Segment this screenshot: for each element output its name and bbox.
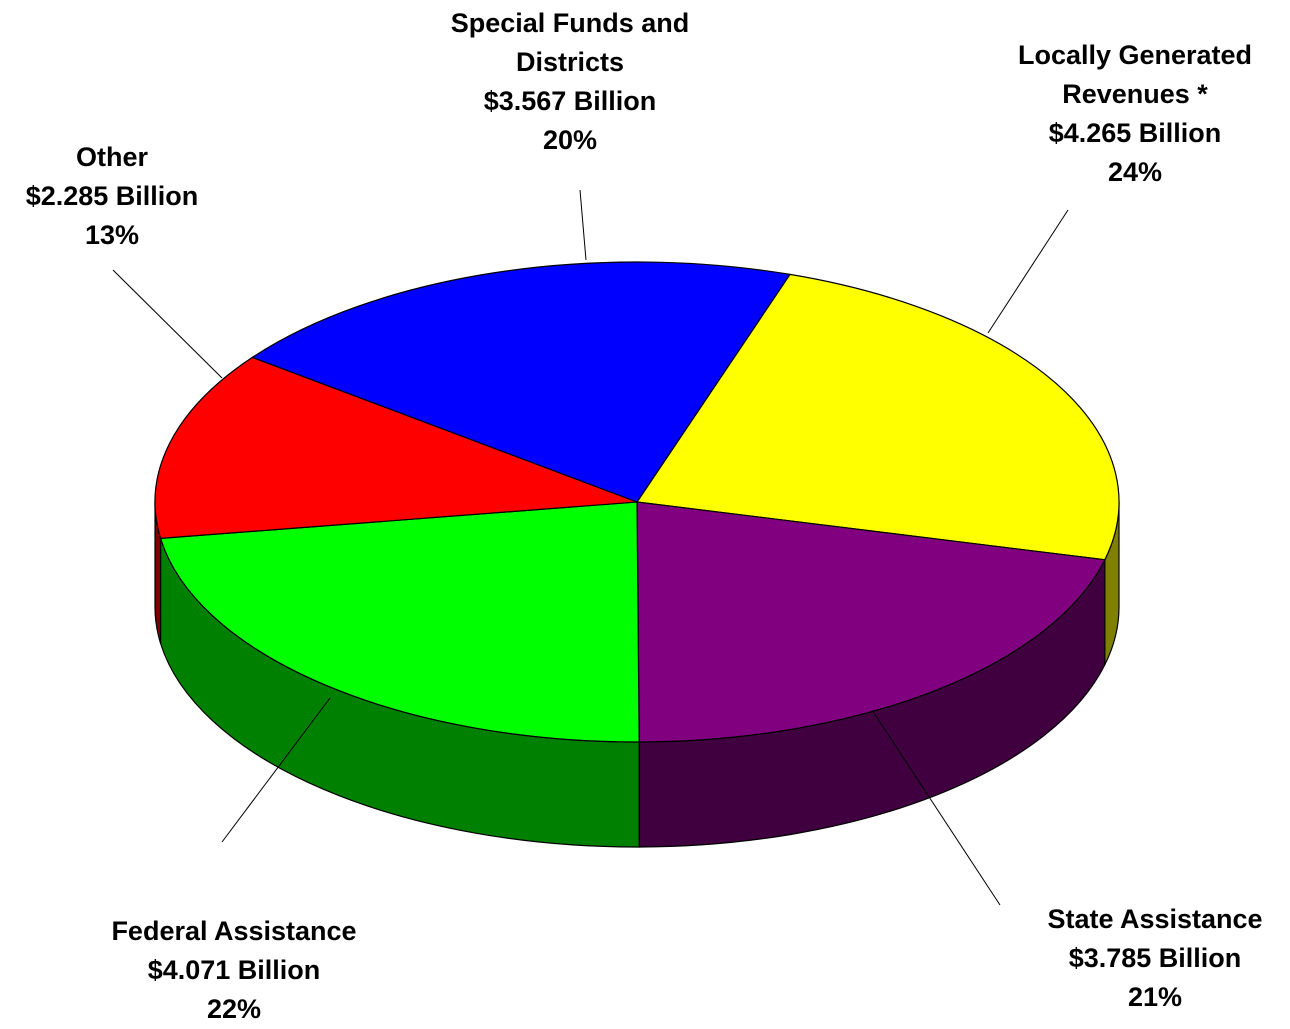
slice-percent: 22% <box>206 994 262 1024</box>
slice-name: Locally Generated Revenues * <box>1017 40 1253 109</box>
slice-amount: $4.265 Billion <box>1048 118 1222 148</box>
leader-federal-assistance <box>221 697 331 843</box>
slice-name: Special Funds and Districts <box>450 8 690 77</box>
slice-name: State Assistance <box>1047 904 1263 934</box>
slice-other <box>154 356 638 540</box>
leader-other <box>112 269 223 379</box>
label-other: Other $2.285 Billion 13% <box>0 138 224 255</box>
slice-locally-generated-revenues <box>635 273 1120 561</box>
leader-special-funds <box>579 189 587 261</box>
leader-locally-generated <box>987 209 1069 334</box>
slice-percent: 21% <box>1127 982 1183 1012</box>
slice-amount: $3.785 Billion <box>1068 943 1242 973</box>
label-state-assistance: State Assistance $3.785 Billion 21% <box>1020 900 1290 1017</box>
slice-name: Other <box>75 142 148 172</box>
slice-federal-assistance <box>159 501 640 743</box>
slice-amount: $4.071 Billion <box>147 955 321 985</box>
label-special-funds: Special Funds and Districts $3.567 Billi… <box>420 4 720 160</box>
slice-percent: 20% <box>542 125 598 155</box>
leader-state-assistance <box>871 709 1001 906</box>
slice-percent: 13% <box>84 220 140 250</box>
slice-state-assistance <box>636 501 1106 743</box>
label-locally-generated: Locally Generated Revenues * $4.265 Bill… <box>995 36 1275 192</box>
slice-amount: $3.567 Billion <box>483 86 657 116</box>
slice-special-funds-and-districts <box>251 261 791 503</box>
slice-amount: $2.285 Billion <box>25 181 199 211</box>
slice-percent: 24% <box>1107 157 1163 187</box>
slice-name: Federal Assistance <box>111 916 357 946</box>
label-federal-assistance: Federal Assistance $4.071 Billion 22% <box>84 912 384 1029</box>
